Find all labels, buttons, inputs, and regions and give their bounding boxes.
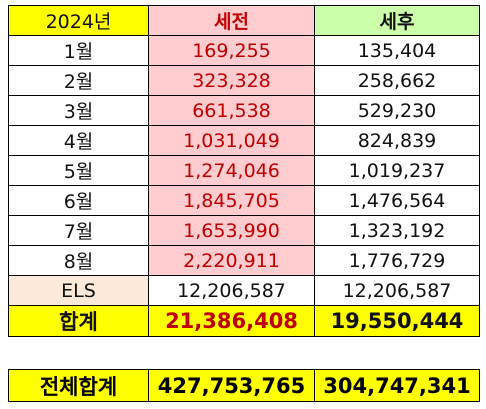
after-tax-cell[interactable]: 1,323,192 [314,215,480,246]
sum-label-cell[interactable]: 합계 [8,305,149,337]
els-row: ELS 12,206,587 12,206,587 [8,275,480,306]
table-row: 5월 1,274,046 1,019,237 [8,155,480,186]
table-row: 1월 169,255 135,404 [8,35,480,66]
table-row: 2월 323,328 258,662 [8,65,480,96]
after-tax-cell[interactable]: 1,476,564 [314,185,480,216]
after-tax-cell[interactable]: 1,019,237 [314,155,480,186]
after-tax-cell[interactable]: 824,839 [314,125,480,156]
grand-total-before-tax-cell[interactable]: 427,753,765 [148,369,315,402]
before-tax-cell[interactable]: 661,538 [148,95,315,126]
month-label-cell[interactable]: 8월 [8,245,149,276]
before-tax-cell[interactable]: 1,845,705 [148,185,315,216]
income-table: 2024년 세전 세후 1월 169,255 135,404 2월 323,32… [8,5,480,337]
after-tax-header-cell[interactable]: 세후 [314,5,480,36]
table-row: 3월 661,538 529,230 [8,95,480,126]
before-tax-cell[interactable]: 1,031,049 [148,125,315,156]
month-label-cell[interactable]: 2월 [8,65,149,96]
month-label-cell[interactable]: 7월 [8,215,149,246]
before-tax-cell[interactable]: 323,328 [148,65,315,96]
before-tax-cell[interactable]: 169,255 [148,35,315,66]
els-before-tax-cell[interactable]: 12,206,587 [148,275,315,306]
after-tax-cell[interactable]: 529,230 [314,95,480,126]
before-tax-cell[interactable]: 1,274,046 [148,155,315,186]
els-label-cell[interactable]: ELS [8,275,149,306]
year-header-cell[interactable]: 2024년 [8,5,149,36]
after-tax-cell[interactable]: 258,662 [314,65,480,96]
before-tax-cell[interactable]: 1,653,990 [148,215,315,246]
table-row: 6월 1,845,705 1,476,564 [8,185,480,216]
after-tax-cell[interactable]: 1,776,729 [314,245,480,276]
table-row: 4월 1,031,049 824,839 [8,125,480,156]
month-label-cell[interactable]: 6월 [8,185,149,216]
after-tax-cell[interactable]: 135,404 [314,35,480,66]
grand-total-after-tax-cell[interactable]: 304,747,341 [314,369,480,402]
els-after-tax-cell[interactable]: 12,206,587 [314,275,480,306]
month-label-cell[interactable]: 1월 [8,35,149,66]
before-tax-cell[interactable]: 2,220,911 [148,245,315,276]
sum-before-tax-cell[interactable]: 21,386,408 [148,305,315,337]
before-tax-header-cell[interactable]: 세전 [148,5,315,36]
grand-total-row: 전체합계 427,753,765 304,747,341 [8,369,480,402]
month-label-cell[interactable]: 5월 [8,155,149,186]
month-label-cell[interactable]: 4월 [8,125,149,156]
table-row: 7월 1,653,990 1,323,192 [8,215,480,246]
month-label-cell[interactable]: 3월 [8,95,149,126]
grand-total-label-cell[interactable]: 전체합계 [8,369,149,402]
grand-total-table: 전체합계 427,753,765 304,747,341 [8,369,480,402]
table-row: 8월 2,220,911 1,776,729 [8,245,480,276]
header-row: 2024년 세전 세후 [8,5,480,36]
sum-row: 합계 21,386,408 19,550,444 [8,305,480,337]
sum-after-tax-cell[interactable]: 19,550,444 [314,305,480,337]
